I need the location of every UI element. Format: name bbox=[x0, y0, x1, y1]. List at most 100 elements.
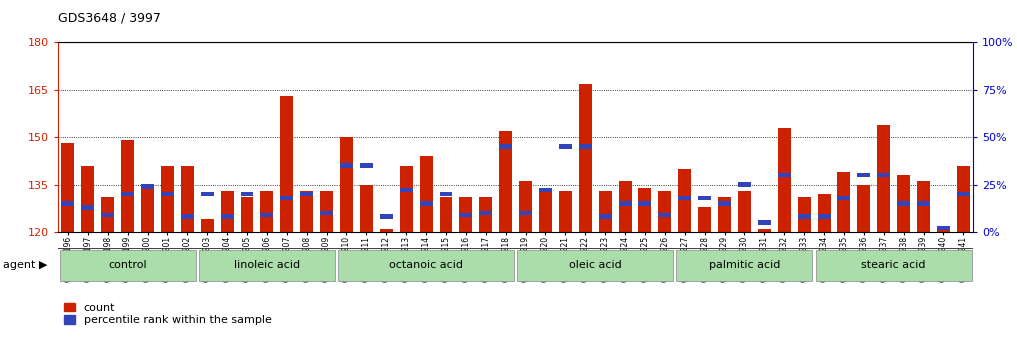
Bar bbox=[281, 195, 293, 200]
Bar bbox=[460, 197, 472, 232]
Bar bbox=[340, 137, 353, 232]
Bar bbox=[400, 166, 413, 232]
Text: stearic acid: stearic acid bbox=[861, 261, 925, 270]
Bar bbox=[121, 140, 134, 232]
Bar bbox=[758, 229, 771, 232]
Bar bbox=[102, 212, 114, 217]
FancyBboxPatch shape bbox=[199, 250, 335, 281]
Bar bbox=[460, 212, 472, 217]
Bar bbox=[599, 215, 611, 219]
Bar bbox=[360, 163, 373, 168]
Bar bbox=[379, 229, 393, 232]
Bar bbox=[61, 143, 74, 232]
Bar bbox=[260, 212, 274, 217]
Bar bbox=[102, 197, 114, 232]
Bar bbox=[857, 173, 871, 177]
Bar bbox=[818, 194, 831, 232]
Bar bbox=[639, 201, 652, 206]
Bar bbox=[221, 191, 234, 232]
Bar bbox=[917, 201, 930, 206]
Bar bbox=[281, 96, 293, 232]
Bar bbox=[559, 191, 572, 232]
Bar bbox=[818, 215, 831, 219]
Bar bbox=[241, 192, 253, 196]
Bar bbox=[878, 125, 890, 232]
FancyBboxPatch shape bbox=[816, 250, 971, 281]
Bar bbox=[200, 219, 214, 232]
Bar bbox=[400, 188, 413, 193]
Bar bbox=[957, 192, 970, 196]
Bar bbox=[181, 166, 194, 232]
Bar bbox=[320, 191, 333, 232]
Bar bbox=[479, 211, 492, 215]
FancyBboxPatch shape bbox=[518, 250, 673, 281]
Bar bbox=[141, 184, 154, 189]
Bar bbox=[141, 184, 154, 232]
Bar bbox=[599, 191, 611, 232]
Bar bbox=[897, 201, 910, 206]
Text: control: control bbox=[108, 261, 146, 270]
Bar bbox=[738, 191, 751, 232]
Bar bbox=[379, 215, 393, 219]
Bar bbox=[241, 197, 253, 232]
Bar bbox=[439, 197, 453, 232]
Bar bbox=[937, 229, 950, 232]
Bar bbox=[878, 173, 890, 177]
Text: octanoic acid: octanoic acid bbox=[390, 261, 463, 270]
Bar bbox=[778, 128, 790, 232]
Bar bbox=[797, 215, 811, 219]
Bar bbox=[699, 195, 711, 200]
Bar bbox=[897, 175, 910, 232]
Bar bbox=[260, 191, 274, 232]
Bar bbox=[479, 197, 492, 232]
Bar bbox=[300, 192, 313, 196]
Bar bbox=[360, 184, 373, 232]
Legend: count, percentile rank within the sample: count, percentile rank within the sample bbox=[63, 303, 272, 325]
Bar bbox=[618, 201, 632, 206]
Bar bbox=[937, 226, 950, 230]
FancyBboxPatch shape bbox=[338, 250, 514, 281]
Bar bbox=[499, 144, 513, 149]
Bar bbox=[61, 201, 74, 206]
Bar bbox=[300, 191, 313, 232]
Bar bbox=[539, 191, 552, 232]
Bar bbox=[738, 182, 751, 187]
Bar bbox=[778, 173, 790, 177]
Bar bbox=[519, 181, 532, 232]
Bar bbox=[181, 215, 194, 219]
Text: palmitic acid: palmitic acid bbox=[709, 261, 780, 270]
Bar bbox=[639, 188, 652, 232]
Bar bbox=[81, 205, 95, 210]
Bar bbox=[439, 192, 453, 196]
Bar bbox=[161, 192, 174, 196]
Bar bbox=[519, 211, 532, 215]
Text: linoleic acid: linoleic acid bbox=[234, 261, 300, 270]
Bar bbox=[957, 166, 970, 232]
Bar bbox=[340, 163, 353, 168]
Bar bbox=[797, 197, 811, 232]
Bar bbox=[420, 201, 432, 206]
Bar bbox=[618, 181, 632, 232]
Bar bbox=[579, 84, 592, 232]
Text: agent ▶: agent ▶ bbox=[3, 261, 48, 270]
Bar bbox=[857, 184, 871, 232]
Bar bbox=[420, 156, 432, 232]
Bar bbox=[121, 192, 134, 196]
Bar bbox=[559, 144, 572, 149]
Bar bbox=[658, 191, 671, 232]
Bar bbox=[221, 215, 234, 219]
Bar bbox=[200, 192, 214, 196]
FancyBboxPatch shape bbox=[60, 250, 195, 281]
Bar bbox=[718, 197, 731, 232]
Bar bbox=[699, 207, 711, 232]
Bar bbox=[678, 169, 692, 232]
Bar bbox=[320, 211, 333, 215]
Bar bbox=[758, 220, 771, 225]
Bar bbox=[539, 188, 552, 193]
Bar bbox=[499, 131, 513, 232]
Bar bbox=[161, 166, 174, 232]
Bar bbox=[81, 166, 95, 232]
Bar bbox=[678, 195, 692, 200]
Bar bbox=[837, 195, 850, 200]
Text: GDS3648 / 3997: GDS3648 / 3997 bbox=[58, 12, 161, 25]
